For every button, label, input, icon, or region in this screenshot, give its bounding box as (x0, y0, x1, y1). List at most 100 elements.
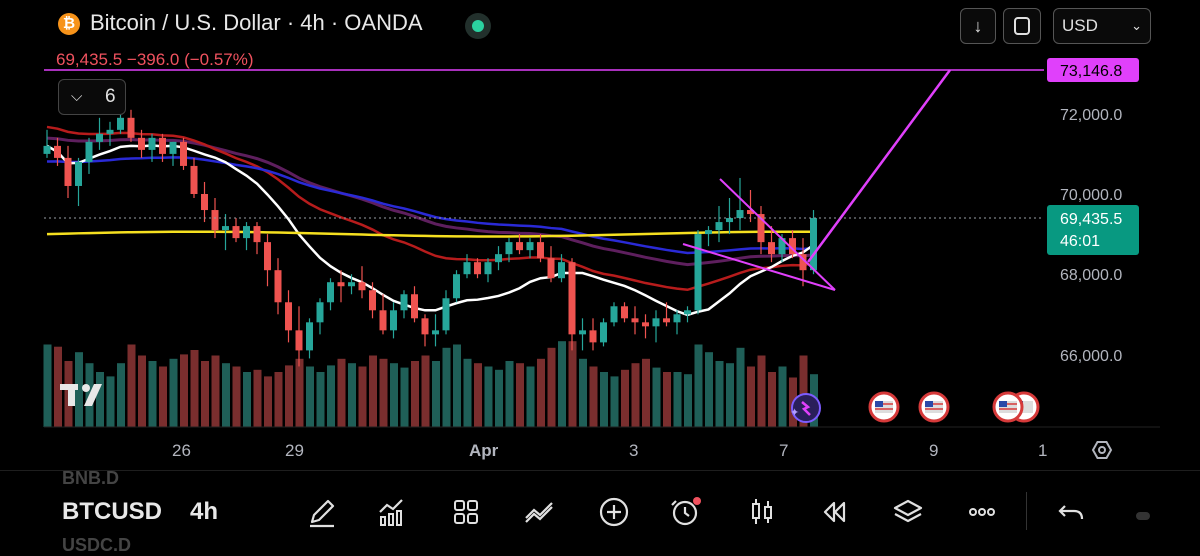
user-drawings[interactable] (44, 69, 1044, 291)
candle-body (768, 242, 775, 255)
plus-circle-icon (599, 497, 629, 527)
volume-bar (285, 365, 293, 427)
toolbar-interval[interactable]: 4h (190, 498, 219, 525)
pen-icon (310, 499, 335, 528)
candle-body (138, 137, 145, 150)
volume-bar (652, 367, 661, 427)
alerts-button[interactable] (666, 492, 706, 532)
candle-body (495, 254, 502, 263)
volume-bar (295, 358, 304, 427)
candle-body (400, 294, 408, 311)
wedge-upper-line[interactable] (719, 178, 836, 291)
candle-body (306, 322, 313, 351)
volume-bar (526, 366, 535, 427)
candle-body (684, 310, 691, 315)
chart-type-button[interactable] (742, 492, 782, 532)
candle-body (127, 117, 135, 138)
volume-bar (726, 363, 734, 427)
us-economic-event-flag-icon[interactable] (992, 391, 1024, 423)
time-axis[interactable]: 26 29 Apr 3 7 9 1 (172, 441, 1047, 460)
settings-icon[interactable] (1091, 441, 1113, 459)
candle-body (316, 302, 324, 323)
candle-body (558, 262, 565, 279)
candle-body (453, 274, 460, 299)
ai-assistant-icon[interactable]: ✦ (790, 393, 821, 423)
candle-body (190, 165, 198, 194)
ma-blue-line (46, 156, 814, 255)
candle-body (568, 262, 576, 335)
us-economic-event-flag-icon[interactable] (868, 391, 900, 423)
candle-body (799, 254, 807, 271)
indicators-button[interactable] (372, 492, 412, 532)
candle-body (211, 210, 219, 231)
volume-bar (243, 372, 251, 427)
volume-bar (327, 365, 335, 427)
candlestick-icon (752, 499, 772, 524)
volume-bar (747, 366, 755, 427)
candle-body (810, 218, 817, 271)
volume-bar (642, 358, 650, 427)
candle-body (579, 330, 586, 335)
candle-body (663, 318, 670, 323)
symbol-title[interactable]: Bitcoin / U.S. Dollar · 4h · OANDA (90, 10, 423, 35)
compare-button[interactable] (520, 492, 560, 532)
drawing-tools-button[interactable] (302, 492, 342, 532)
undo-button[interactable] (1052, 492, 1092, 532)
candle-body (589, 330, 597, 343)
time-axis-label: 29 (285, 441, 304, 460)
candlesticks (43, 109, 817, 367)
layers-icon (893, 499, 923, 523)
symbol-list-next-ghost: USDC.D (62, 535, 132, 555)
object-tree-button[interactable] (888, 492, 928, 532)
toolbar-symbol[interactable]: BTCUSD (62, 498, 162, 525)
volume-bar (337, 358, 346, 427)
replay-button[interactable] (814, 492, 854, 532)
volume-bar (663, 372, 671, 427)
volume-bar (631, 363, 640, 427)
breakout-projection-line[interactable] (806, 69, 952, 263)
currency-select[interactable]: USD ⌄ (1053, 8, 1151, 44)
time-axis-label: 9 (929, 441, 938, 460)
volume-bar (495, 369, 503, 427)
grid-icon (454, 500, 478, 524)
bar-countdown: 46:01 (1060, 233, 1100, 250)
candle-body (484, 262, 492, 275)
current-price-text: 69,435.5 (1060, 211, 1122, 228)
volume-bar (589, 366, 598, 427)
candle-body (610, 306, 618, 323)
candle-body (148, 137, 156, 150)
us-economic-event-flag-icon[interactable] (918, 391, 950, 423)
redo-button[interactable] (1136, 512, 1150, 520)
volume-bar (222, 363, 230, 427)
fullscreen-button[interactable] (1003, 8, 1041, 44)
last-price-change: 69,435.5 −396.0 (−0.57%) (56, 50, 254, 69)
symbol-list-prev-ghost: BNB.D (62, 468, 119, 488)
layouts-button[interactable] (446, 492, 486, 532)
price-chart[interactable]: 72,000.0 70,000.0 68,000.0 66,000.0 73,1… (0, 0, 1200, 470)
candle-body (243, 226, 250, 239)
price-axis-label: 66,000.0 (1060, 348, 1122, 365)
volume-bar (799, 355, 808, 427)
more-button[interactable] (962, 492, 1002, 532)
indicators-toggle-button[interactable]: ⌵ 6 (58, 79, 126, 115)
price-axis[interactable]: 72,000.0 70,000.0 68,000.0 66,000.0 73,1… (1047, 58, 1139, 365)
candle-body (516, 242, 523, 251)
wedge-lower-line[interactable] (682, 243, 836, 291)
candle-body (411, 294, 418, 319)
candle-body (505, 242, 513, 255)
volume-bar (547, 347, 556, 427)
download-button[interactable]: ↓ (960, 8, 996, 44)
time-axis-label: 7 (779, 441, 788, 460)
candle-body (778, 238, 786, 255)
volume-bar (306, 366, 314, 427)
time-axis-label: 1 (1038, 441, 1047, 460)
candle-body (715, 222, 723, 231)
volume-bar (516, 363, 524, 427)
undo-icon (1058, 505, 1084, 520)
candle-body (348, 282, 355, 287)
volume-bar (694, 344, 703, 427)
add-button[interactable] (594, 492, 634, 532)
candle-body (432, 330, 439, 335)
volume-bar (316, 372, 325, 427)
volume-bar (138, 355, 146, 427)
